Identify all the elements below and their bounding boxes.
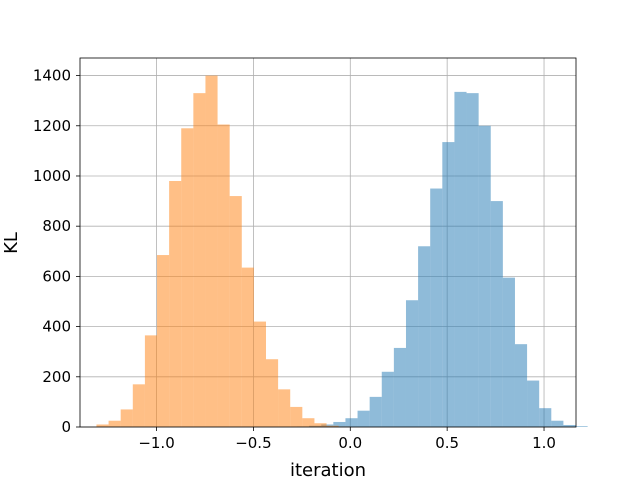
plot-frame (79, 57, 577, 428)
histogram-bar-series-2 (241, 267, 254, 427)
histogram-bar-series-2 (302, 418, 315, 427)
histogram-bar-series-1 (381, 371, 394, 427)
y-tick-label: 600 (42, 267, 71, 285)
histogram-bar-series-2 (108, 420, 121, 427)
histogram-bar-series-1 (333, 421, 346, 427)
histogram-bar-series-2 (278, 389, 291, 427)
histogram-bar-series-1 (575, 426, 588, 427)
histogram-bar-series-2 (132, 384, 145, 427)
x-axis-label: iteration (290, 460, 366, 480)
histogram-bar-series-2 (217, 124, 230, 427)
histogram-bar-series-2 (181, 128, 194, 428)
histogram-bar-series-2 (205, 75, 218, 428)
x-tick-label: 0.0 (338, 434, 362, 452)
y-tick-label: 400 (42, 318, 71, 336)
histogram-bar-series-2 (193, 93, 206, 428)
histogram-bar-series-1 (563, 424, 576, 427)
histogram-bar-series-1 (527, 380, 540, 427)
histogram-bar-series-2 (229, 196, 242, 427)
histogram-bar-series-1 (405, 300, 419, 427)
y-axis-label: KL (1, 232, 22, 254)
histogram-bar-series-1 (357, 410, 370, 427)
histogram-bars (96, 75, 588, 428)
histogram-bar-series-2 (120, 409, 133, 427)
histogram-bar-series-2 (169, 181, 182, 427)
histogram-bar-series-1 (502, 277, 515, 427)
histogram-bar-series-1 (514, 344, 528, 427)
histogram-bar-series-1 (442, 142, 455, 427)
histogram-bar-series-2 (96, 424, 109, 427)
histogram-bar-series-2 (290, 406, 303, 427)
x-tick-label: 1.0 (532, 434, 556, 452)
histogram-bar-series-2 (266, 359, 279, 427)
histogram-bar-series-1 (454, 91, 467, 427)
axis-ticks: −1.0 −0.5 0.0 0.5 1.0 0 200 400 600 800 1000 1200 14… (33, 67, 556, 452)
histogram-bar-series-2 (157, 255, 170, 427)
histogram-bar-series-1 (369, 396, 382, 427)
y-tick-label: 0 (61, 418, 71, 436)
y-tick-label: 1400 (33, 67, 71, 85)
x-tick-label: 0.5 (435, 434, 459, 452)
x-tick-label: −1.0 (138, 434, 174, 452)
histogram-bar-series-1 (466, 93, 479, 428)
histogram-bar-series-2 (144, 335, 158, 427)
y-tick-label: 200 (42, 368, 71, 386)
histogram-bar-series-2 (253, 321, 266, 427)
histogram-bar-series-1 (490, 201, 503, 427)
histogram-bar-series-1 (551, 420, 564, 427)
histogram-bar-series-1 (478, 125, 491, 427)
histogram-bar-series-1 (345, 418, 358, 427)
histogram-bar-series-1 (430, 188, 443, 427)
histogram-bar-series-2 (326, 425, 339, 427)
histogram-bar-series-2 (314, 423, 327, 427)
histogram-bar-series-1 (539, 408, 552, 427)
x-tick-label: −0.5 (235, 434, 271, 452)
histogram-bar-series-1 (418, 246, 431, 427)
y-tick-label: 1200 (33, 117, 71, 135)
y-tick-label: 800 (42, 217, 71, 235)
y-tick-label: 1000 (33, 167, 71, 185)
histogram-bar-series-1 (393, 347, 406, 427)
